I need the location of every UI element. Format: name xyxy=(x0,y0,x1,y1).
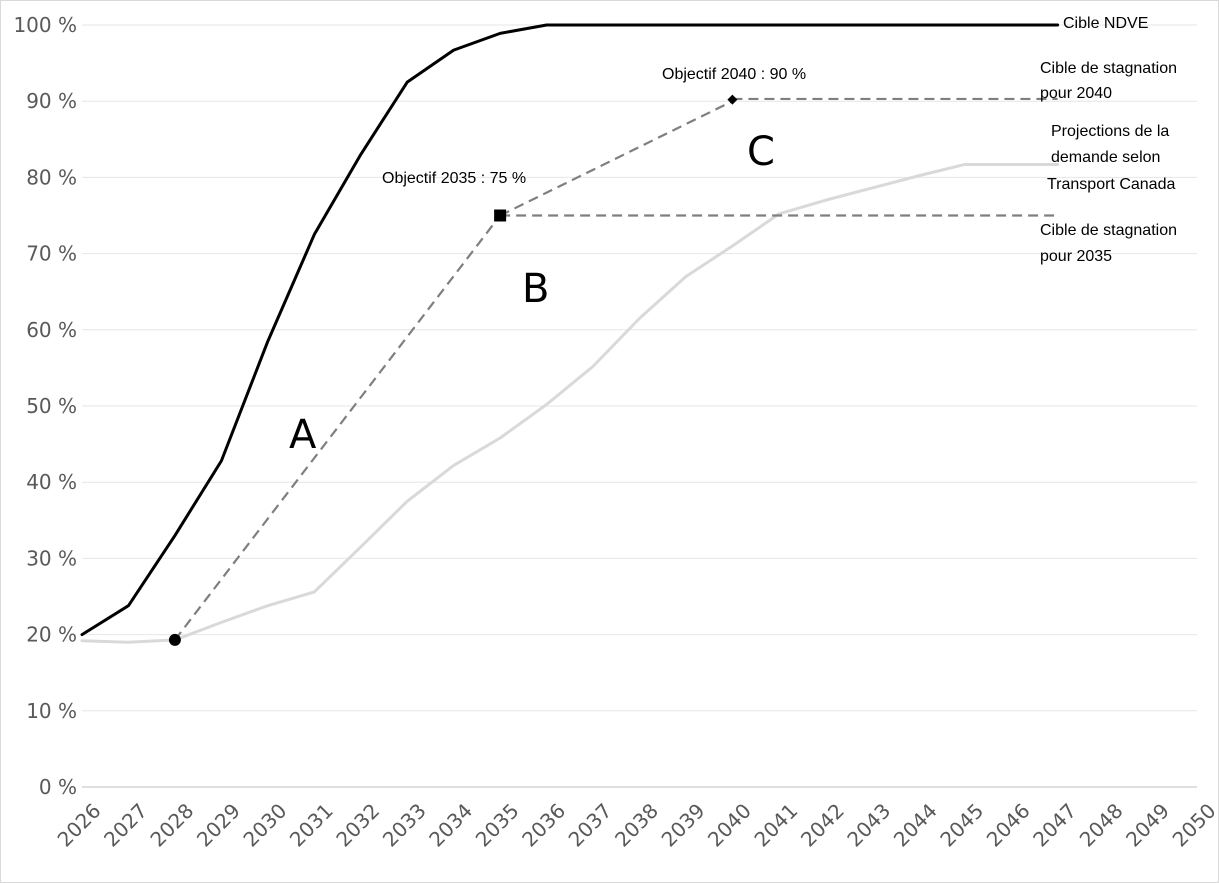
label-stagnation-2040-line1: Cible de stagnation xyxy=(1040,60,1177,77)
y-tick-label: 60 % xyxy=(26,318,77,342)
y-tick-label: 20 % xyxy=(26,623,77,647)
y-tick-label: 50 % xyxy=(26,394,77,418)
y-tick-label: 80 % xyxy=(26,165,77,189)
annotation-objectif-2035: Objectif 2035 : 75 % xyxy=(382,170,526,187)
y-tick-label: 70 % xyxy=(26,242,77,266)
annotation-letter-c: C xyxy=(747,129,775,175)
series-line-path2035 xyxy=(174,214,501,641)
label-stagnation-2035-line2: pour 2035 xyxy=(1040,248,1112,265)
series-line-path2040 xyxy=(499,100,733,217)
annotation-objectif-2040: Objectif 2040 : 90 % xyxy=(662,66,806,83)
series-line-tc xyxy=(80,162,1060,644)
label-cible-ndve: Cible NDVE xyxy=(1063,15,1148,32)
label-transport-canada-line3: Transport Canada xyxy=(1047,176,1175,193)
y-tick-label: 10 % xyxy=(26,699,77,723)
annotation-letter-a: A xyxy=(289,412,317,458)
series-lines xyxy=(80,23,1060,644)
label-transport-canada-line2: demande selon xyxy=(1051,149,1160,166)
gridlines xyxy=(82,24,1197,788)
y-tick-label: 0 % xyxy=(39,775,77,799)
series-line-ndve xyxy=(80,23,1060,637)
y-axis-ticks: 0 % 10 % 20 % 30 % 40 % 50 % 60 % 70 % 80 % 90 % 1… xyxy=(13,13,77,799)
y-tick-label: 100 % xyxy=(13,13,77,37)
y-tick-label: 90 % xyxy=(26,89,77,113)
marker-m2035 xyxy=(494,209,507,222)
y-tick-label: 30 % xyxy=(26,546,77,570)
marker-m2028 xyxy=(168,633,181,646)
markers xyxy=(168,94,738,646)
marker-m2040 xyxy=(727,94,738,105)
y-tick-label: 40 % xyxy=(26,470,77,494)
label-stagnation-2035-line1: Cible de stagnation xyxy=(1040,222,1177,239)
annotation-letter-b: B xyxy=(522,266,549,312)
label-stagnation-2040-line2: pour 2040 xyxy=(1040,85,1112,102)
label-transport-canada-line1: Projections de la xyxy=(1051,123,1169,140)
